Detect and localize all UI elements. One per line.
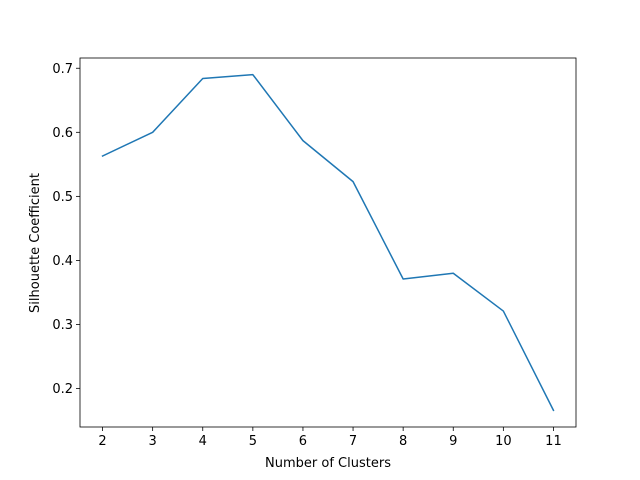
x-tick-label-7: 7 (349, 434, 357, 449)
y-tick-label-0.7: 0.7 (52, 62, 73, 77)
y-axis-label: Silhouette Coefficient (28, 173, 43, 313)
plot-area: 2 3 4 5 6 7 8 9 10 11 0.2 0.3 0.4 0.5 0.6 0.7 (52, 57, 577, 449)
x-tick-label-2: 2 (98, 434, 106, 449)
y-tick-label-0.6: 0.6 (52, 126, 73, 141)
x-tick-label-10: 10 (495, 434, 512, 449)
x-tick-label-11: 11 (545, 434, 562, 449)
y-tick-label-0.3: 0.3 (52, 318, 73, 333)
x-tick-label-4: 4 (199, 434, 207, 449)
y-tick-label-0.5: 0.5 (52, 190, 73, 205)
x-axis-label: Number of Clusters (265, 456, 391, 471)
series-line-0 (101, 73, 555, 412)
x-tick-label-6: 6 (299, 434, 307, 449)
x-tick-label-9: 9 (449, 434, 457, 449)
y-tick-label-0.2: 0.2 (52, 382, 73, 397)
axes-frame (79, 57, 577, 428)
y-tick-label-0.4: 0.4 (52, 254, 73, 269)
x-tick-label-8: 8 (399, 434, 407, 449)
x-tick-label-5: 5 (249, 434, 257, 449)
x-tick-label-3: 3 (149, 434, 157, 449)
